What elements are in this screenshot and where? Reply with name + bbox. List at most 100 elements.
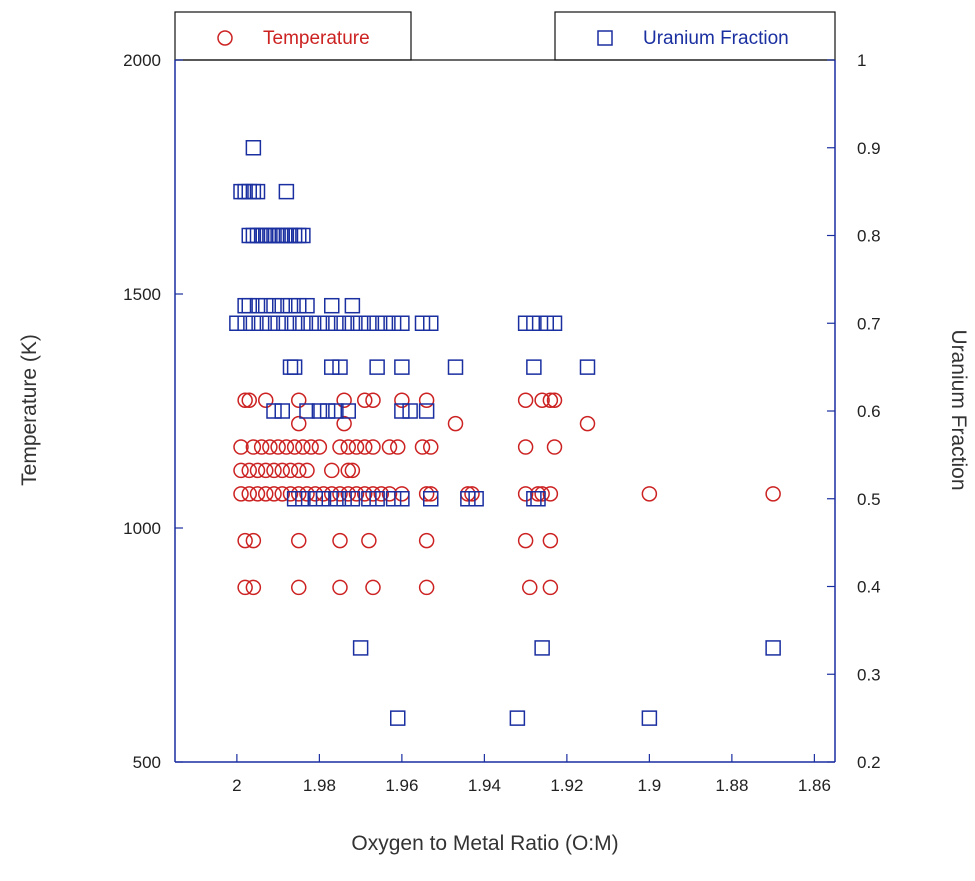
temperature-point [517, 532, 534, 549]
uranium-fraction-point [394, 491, 410, 507]
y2-tick-label: 0.8 [857, 227, 881, 246]
temperature-point [332, 486, 348, 502]
temperature-point [291, 462, 307, 479]
uranium-fraction-point [249, 297, 266, 314]
y2-tick-label: 0.9 [857, 139, 881, 158]
y2-tick-label: 0.3 [857, 665, 881, 684]
temperature-point [258, 392, 274, 408]
uranium-fraction-point [249, 183, 266, 200]
ticks: 2 1.98 1.96 1.94 1.92 1.9 1.88 1.86 500 1000 1500 2… [123, 51, 880, 795]
temperature-point [534, 392, 550, 408]
temperature-point [336, 392, 352, 408]
temperature-point [542, 392, 559, 408]
temperature-point [344, 462, 361, 479]
temperature-point [414, 439, 431, 455]
legend-label-uranium-fraction: Uranium Fraction [643, 28, 789, 49]
x-axis-title: Oxygen to Metal Ratio (O:M) [351, 832, 618, 855]
uranium-fraction-point [460, 491, 476, 507]
uranium-fraction-point [286, 359, 303, 375]
temperature-point [303, 439, 319, 455]
temperature-point [233, 439, 249, 455]
x-tick-label: 1.96 [385, 776, 418, 795]
temperature-point [278, 439, 295, 455]
uranium-fraction-point [286, 491, 303, 507]
uranium-fraction-point [344, 491, 361, 507]
temperature-point [381, 486, 398, 502]
uranium-fraction-point [344, 315, 361, 331]
temperature-point [418, 486, 435, 502]
temperature-point [418, 579, 435, 596]
uranium-fraction-point [274, 297, 290, 314]
uranium-fraction-point [311, 403, 328, 419]
uranium-fraction-point [324, 297, 340, 314]
temperature-point [340, 462, 356, 479]
uranium-fraction-point [394, 403, 410, 419]
uranium-fraction-point [319, 315, 336, 331]
temperature-point [542, 486, 559, 502]
temperature-point [365, 579, 381, 596]
temperature-point [381, 439, 398, 455]
temperature-point [357, 439, 373, 455]
uranium-fraction-point [394, 359, 410, 375]
y-tick-label: 1500 [123, 285, 161, 304]
uranium-fraction-point [266, 403, 282, 419]
temperature-point [546, 439, 563, 455]
uranium-fraction-point [253, 315, 270, 331]
temperature-point [464, 486, 480, 502]
temperature-point [291, 486, 307, 502]
uranium-fraction-point [414, 315, 431, 331]
temperature-point [262, 439, 278, 455]
x-tick-label: 1.86 [798, 776, 831, 795]
uranium-fraction-point [423, 491, 439, 507]
uranium-fraction-point [336, 315, 352, 331]
legend-marker-temperature [217, 30, 233, 46]
y2-axis-title: Uranium Fraction [947, 329, 970, 490]
temperature-point [332, 439, 348, 455]
data-marks [229, 140, 781, 726]
temperature-point [332, 532, 348, 549]
uranium-fraction-point [328, 403, 344, 419]
uranium-fraction-point [311, 315, 328, 331]
temperature-point [517, 486, 534, 502]
uranium-fraction-point [385, 491, 402, 507]
temperature-point [299, 486, 315, 502]
uranium-fraction-point [241, 297, 257, 314]
uranium-fraction-point [385, 315, 402, 331]
temperature-point [291, 579, 307, 596]
temperature-point [517, 392, 534, 408]
temperature-point [324, 486, 340, 502]
y2-tick-label: 0.6 [857, 402, 881, 421]
x-tick-label: 1.9 [638, 776, 662, 795]
uranium-fraction-point [315, 491, 332, 507]
temperature-point [286, 439, 303, 455]
y-tick-label: 2000 [123, 51, 161, 70]
uranium-fraction-point [266, 297, 282, 314]
uranium-fraction-point [295, 315, 311, 331]
temperature-point [641, 486, 658, 502]
uranium-fraction-point [517, 315, 534, 331]
x-tick-label: 1.92 [550, 776, 583, 795]
uranium-fraction-point [340, 403, 356, 419]
temperature-point [357, 392, 373, 408]
uranium-fraction-point [324, 359, 340, 375]
temperature-point [390, 439, 406, 455]
uranium-fraction-point [245, 315, 262, 331]
temperature-point [233, 486, 249, 502]
temperature-point [765, 486, 781, 502]
uranium-fraction-point [229, 315, 245, 331]
temperature-point [253, 439, 270, 455]
temperature-point [299, 462, 315, 479]
temperature-point [579, 415, 596, 432]
axes [174, 59, 836, 763]
uranium-fraction-point [237, 315, 253, 331]
temperature-point [418, 392, 435, 408]
y-tick-label: 500 [133, 753, 161, 772]
x-tick-label: 1.94 [468, 776, 501, 795]
y2-tick-label: 0.4 [857, 578, 881, 597]
uranium-fraction-point [509, 710, 526, 726]
uranium-fraction-point [538, 315, 554, 331]
legend: Temperature Uranium Fraction [174, 11, 836, 61]
uranium-fraction-point [361, 491, 377, 507]
temperature-point [249, 462, 266, 479]
uranium-fraction-point [278, 315, 295, 331]
